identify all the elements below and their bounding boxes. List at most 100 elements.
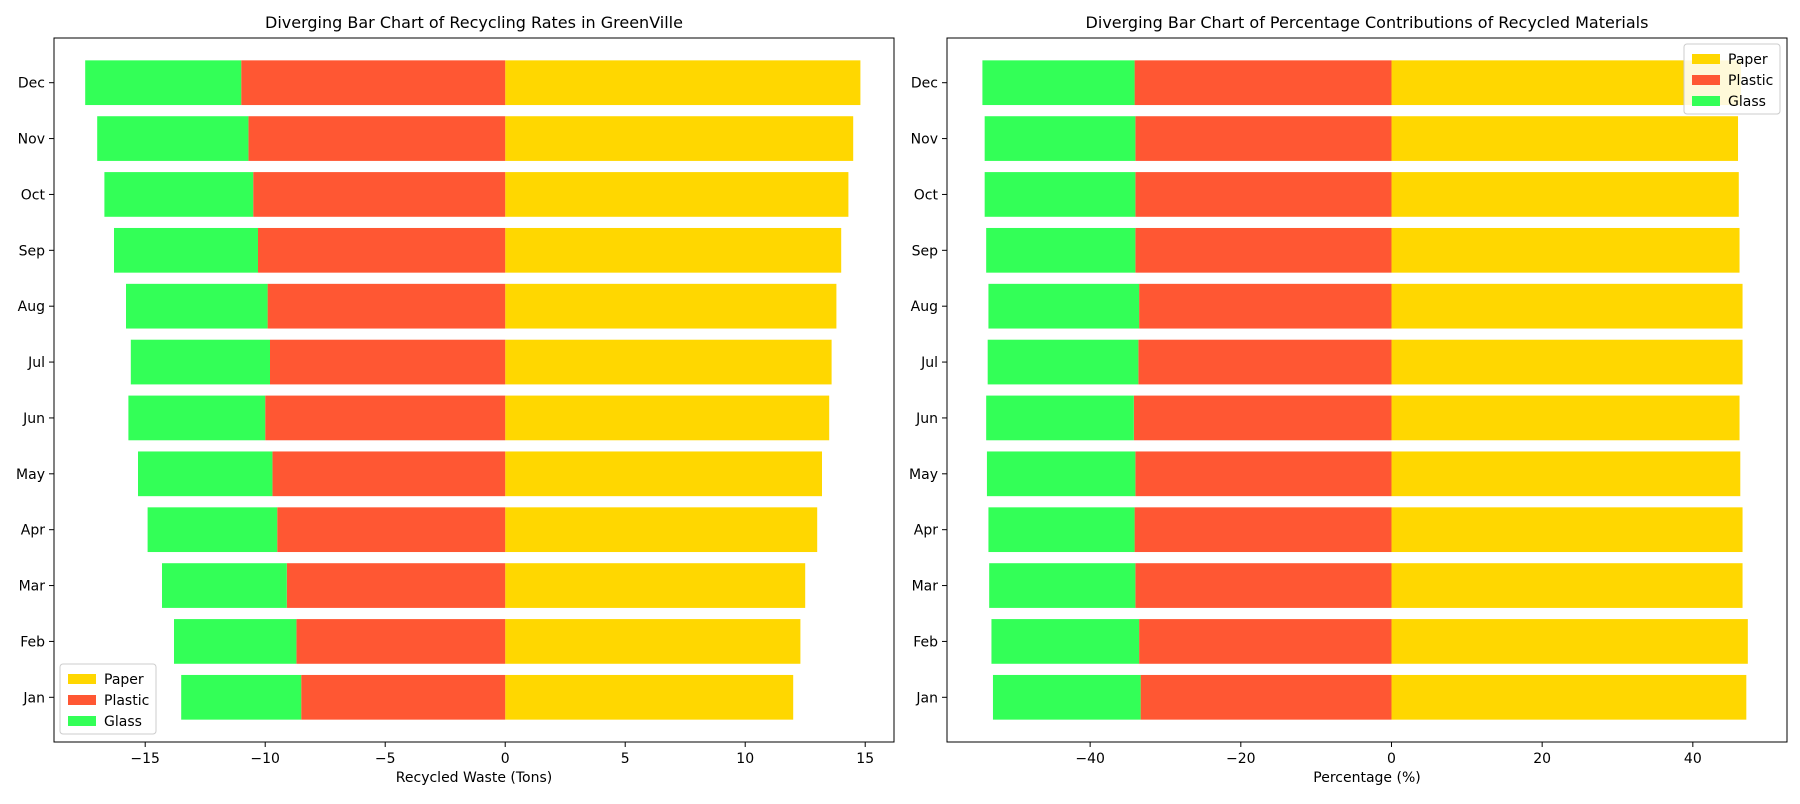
bar-glass-jun [986,395,1134,441]
y-tick-label-oct: Oct [21,187,46,203]
x-tick-label: 15 [856,751,874,767]
bar-glass-apr [988,507,1135,553]
bar-glass-dec [85,60,242,106]
bar-paper-oct [1391,172,1739,217]
legend-swatch-paper [68,674,96,684]
legend-swatch-paper [1692,54,1720,64]
x-tick-label: 40 [1684,751,1702,767]
bar-plastic-apr [1134,507,1392,553]
legend-label-glass: Glass [104,714,142,730]
bar-paper-aug [505,283,837,329]
bar-plastic-oct [253,172,506,217]
bar-glass-jun [128,395,266,441]
bar-glass-sep [986,227,1136,273]
bar-plastic-sep [1135,227,1392,273]
bar-plastic-aug [1139,283,1392,329]
x-tick-label: 0 [1387,751,1396,767]
bar-paper-sep [505,227,842,273]
y-tick-label-oct: Oct [914,187,939,203]
x-tick-label: −40 [1075,751,1105,767]
legend-label-plastic: Plastic [1728,73,1773,89]
x-axis-label: Recycled Waste (Tons) [396,770,552,786]
bar-glass-mar [989,563,1136,608]
y-tick-label-apr: Apr [21,523,45,539]
bar-plastic-feb [296,619,506,664]
y-tick-label-may: May [909,467,938,483]
bar-paper-jan [1391,674,1747,720]
bar-paper-apr [505,507,818,553]
legend-label-paper: Paper [104,672,144,688]
legend: Paper Plastic Glass [1683,43,1781,115]
x-tick-label: −20 [1226,751,1256,767]
legend-label-plastic: Plastic [104,693,149,709]
y-tick-label-feb: Feb [913,634,938,650]
bar-paper-mar [505,563,806,608]
y-tick-label-sep: Sep [19,243,46,259]
bar-plastic-jun [1133,395,1392,441]
bar-plastic-aug [267,283,506,329]
y-tick-label-jan: Jan [22,690,45,706]
bar-paper-feb [505,619,801,664]
bar-glass-nov [97,116,249,161]
y-tick-label-mar: Mar [19,579,46,595]
y-tick-label-nov: Nov [911,132,938,148]
bar-glass-may [986,451,1136,497]
bar-paper-nov [1391,116,1739,161]
bar-plastic-nov [1135,116,1392,161]
y-tick-label-may: May [16,467,45,483]
bar-paper-may [505,451,822,497]
bar-glass-jan [992,674,1141,720]
y-tick-label-jun: Jun [22,411,45,427]
bar-glass-may [138,451,273,497]
bar-plastic-apr [277,507,506,553]
bar-paper-jun [505,395,830,441]
bar-glass-aug [988,283,1140,329]
bar-glass-jul [987,339,1139,385]
x-axis-label: Percentage (%) [1313,770,1420,786]
bar-paper-jun [1391,395,1740,441]
x-tick-label: 10 [736,751,754,767]
bar-paper-oct [505,172,849,217]
bar-glass-aug [126,283,268,329]
bar-plastic-may [1135,451,1392,497]
x-tick-label: 20 [1533,751,1551,767]
bar-glass-sep [114,227,258,273]
bar-plastic-jul [1138,339,1392,385]
legend-swatch-plastic [1692,75,1720,85]
y-tick-label-aug: Aug [911,299,938,315]
bar-paper-feb [1391,619,1748,664]
bar-plastic-may [272,451,506,497]
legend: Paper Plastic Glass [59,663,157,735]
bar-plastic-oct [1135,172,1392,217]
y-tick-label-sep: Sep [912,243,939,259]
y-tick-label-dec: Dec [911,76,938,92]
bar-glass-jul [130,339,270,385]
bar-glass-oct [104,172,254,217]
bar-glass-oct [984,172,1136,217]
bar-glass-nov [984,116,1136,161]
bar-glass-mar [162,563,287,608]
bar-plastic-feb [1139,619,1392,664]
y-tick-label-jun: Jun [915,411,938,427]
y-tick-label-jul: Jul [27,355,45,371]
bar-paper-apr [1391,507,1743,553]
chart-title: Diverging Bar Chart of Recycling Rates i… [265,13,683,32]
x-tick-label: −15 [130,751,160,767]
bar-glass-dec [982,60,1135,106]
y-tick-label-aug: Aug [18,299,45,315]
legend-swatch-plastic [68,695,96,705]
bar-plastic-dec [241,60,506,106]
bar-paper-jan [505,674,794,720]
bar-plastic-jun [265,395,506,441]
bar-plastic-jan [301,674,506,720]
bar-plastic-mar [1135,563,1392,608]
legend-label-paper: Paper [1728,52,1768,68]
bar-glass-feb [174,619,297,664]
bar-paper-dec [1391,60,1742,106]
chart-recycling-percentage: Diverging Bar Chart of Percentage Contri… [909,13,1788,786]
y-tick-label-jan: Jan [915,690,938,706]
bar-plastic-jul [270,339,506,385]
bar-paper-sep [1391,227,1740,273]
y-tick-label-feb: Feb [20,634,45,650]
